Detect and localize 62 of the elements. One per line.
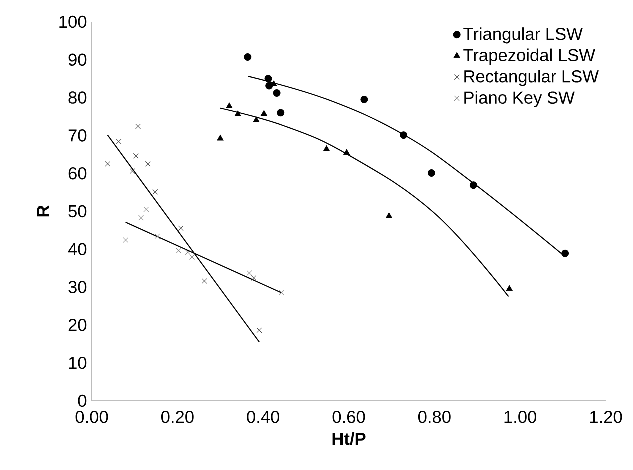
x-tick-label: 0.80 [418, 411, 451, 424]
y-tick-label: 0 [78, 394, 87, 408]
point [260, 110, 268, 116]
point [360, 96, 368, 104]
point [253, 116, 260, 123]
x-tick-label: 0.40 [247, 411, 280, 424]
x-tick-label: 1.00 [504, 411, 537, 424]
legend-label: Triangular LSW [464, 28, 583, 44]
x-tick-label: 1.20 [590, 411, 622, 424]
point [185, 250, 191, 256]
point [246, 270, 252, 276]
point [323, 146, 330, 152]
point [202, 278, 208, 284]
point [264, 75, 272, 83]
y-axis-title: R [37, 206, 50, 217]
y-tick-label: 60 [68, 167, 87, 180]
y-tick-label: 20 [68, 319, 87, 332]
point [154, 234, 160, 240]
point [562, 250, 570, 258]
point [470, 182, 478, 190]
point [273, 90, 281, 97]
point [144, 206, 150, 212]
point [152, 189, 158, 195]
point [251, 275, 257, 281]
point [277, 109, 285, 117]
point [279, 290, 284, 296]
point [133, 153, 139, 159]
point [386, 212, 393, 218]
x-axis-title: Ht/P [332, 432, 366, 446]
legend-label: Trapezoidal LSW [464, 48, 596, 65]
point [136, 124, 141, 130]
point [105, 161, 111, 167]
point [256, 328, 262, 334]
point [145, 161, 151, 167]
y-tick-label: 10 [69, 356, 87, 370]
x-tick-label: 0.60 [332, 411, 366, 424]
point [116, 139, 122, 144]
point [506, 285, 513, 292]
point [176, 248, 182, 254]
x-tick-label: 0.00 [76, 411, 108, 424]
point [123, 238, 129, 244]
y-tick-label: 100 [60, 16, 87, 28]
y-tick-label: 30 [68, 281, 87, 294]
point [400, 132, 408, 140]
point [130, 168, 136, 174]
point [178, 226, 184, 232]
y-tick-label: 80 [68, 92, 87, 104]
point [344, 149, 350, 156]
point [138, 215, 144, 221]
point [244, 54, 252, 61]
y-tick-label: 40 [68, 243, 87, 256]
point [217, 134, 224, 141]
point [428, 169, 436, 177]
legend-label: Piano Key SW [464, 91, 575, 108]
legend-label: Rectangular LSW [464, 70, 599, 86]
y-tick-label: 70 [68, 130, 87, 142]
x-tick-label: 0.20 [161, 411, 194, 424]
y-tick-label: 90 [68, 54, 87, 66]
point [190, 254, 195, 260]
y-tick-label: 50 [68, 205, 87, 218]
point [226, 102, 233, 109]
point [234, 110, 242, 116]
